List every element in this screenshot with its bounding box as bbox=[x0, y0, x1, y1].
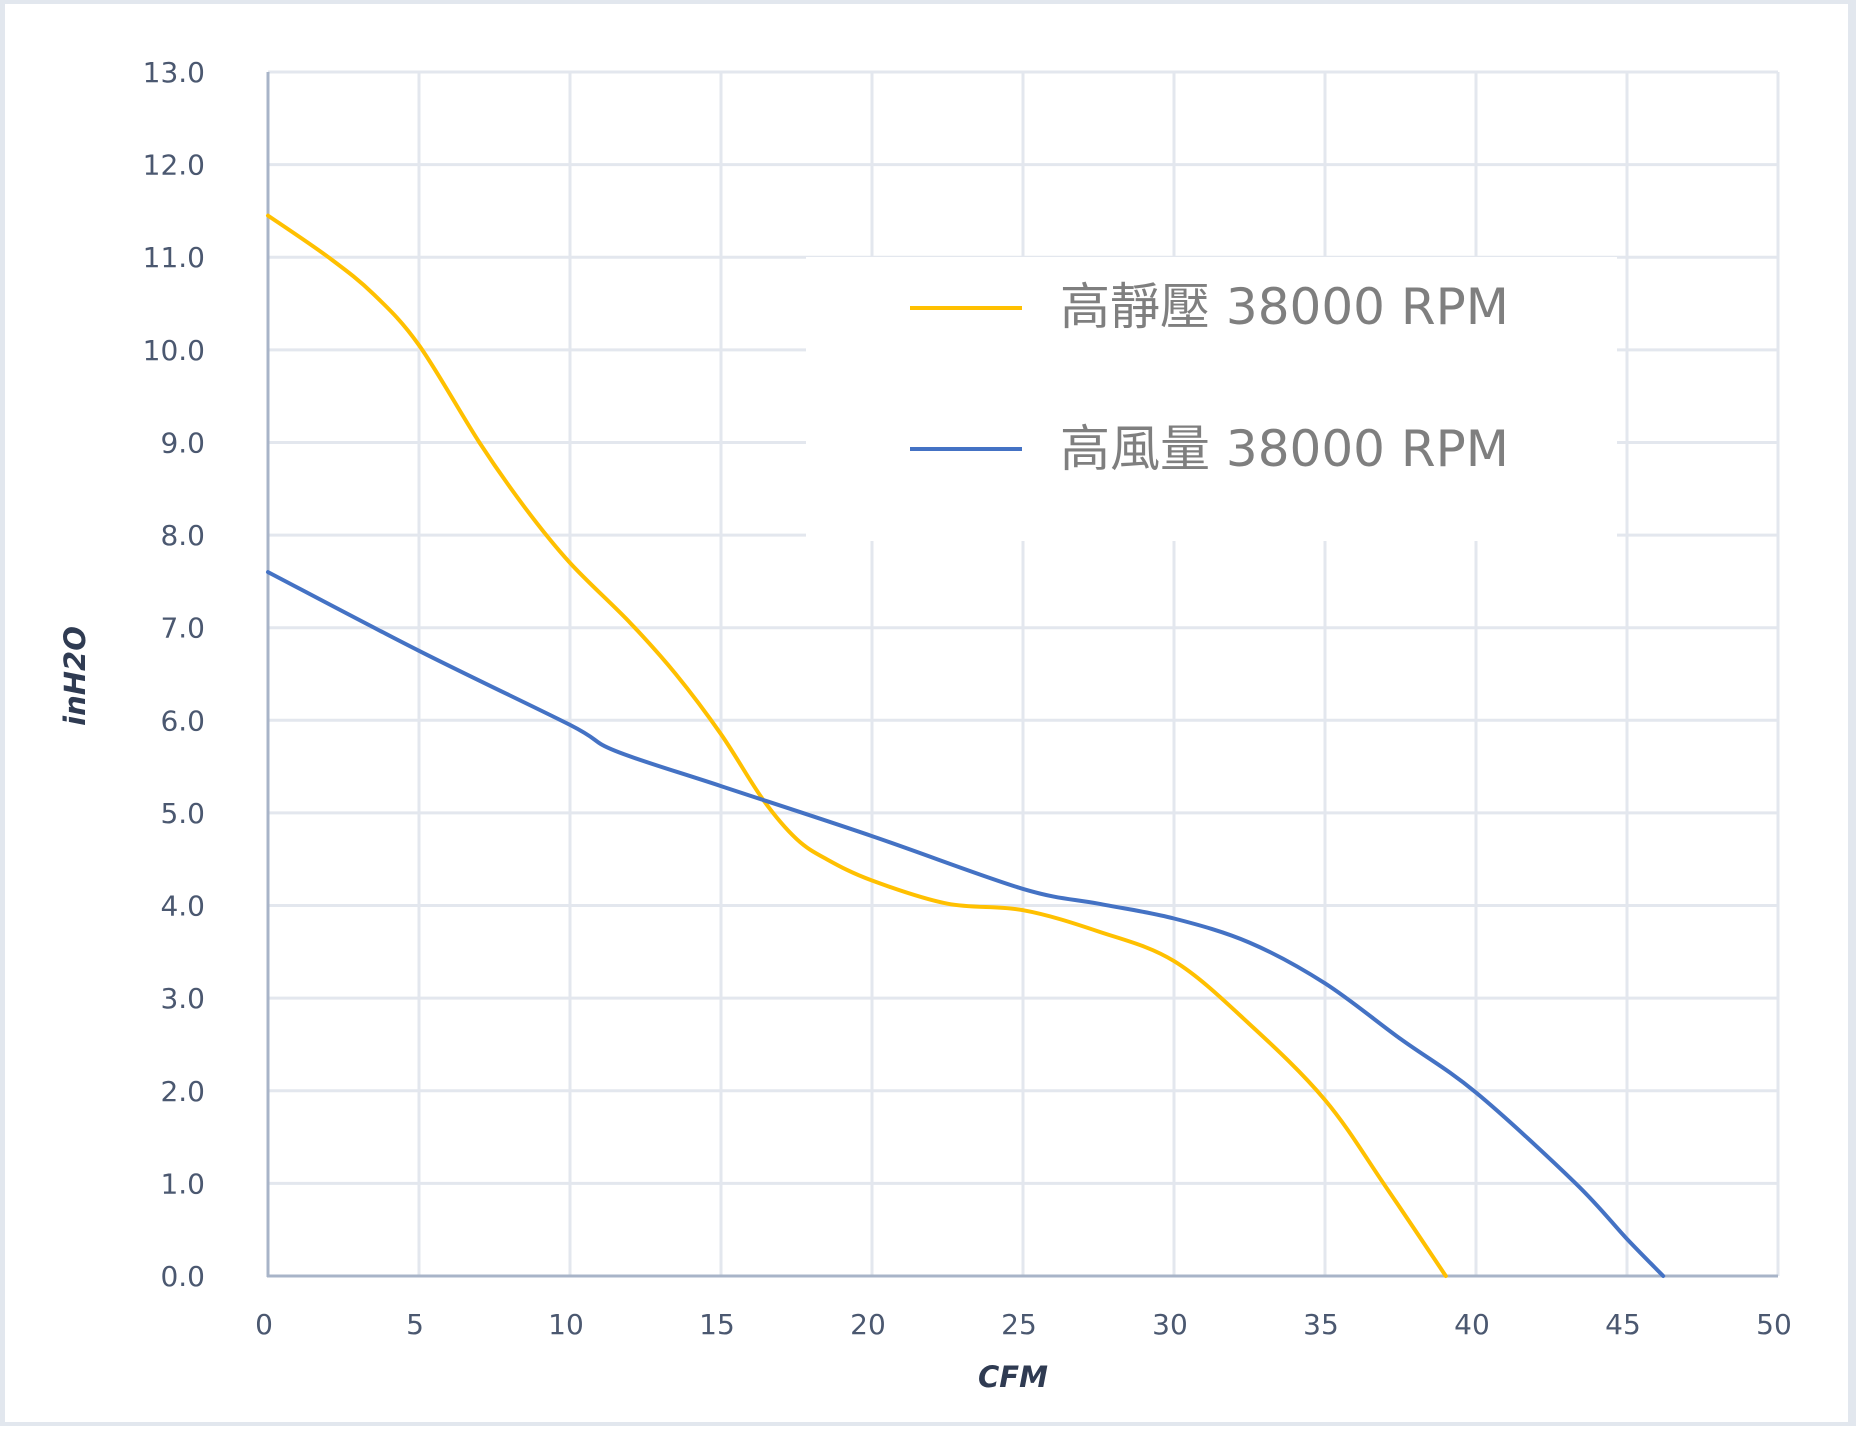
grid-lines bbox=[268, 70, 1780, 1276]
y-axis-title: inH2O bbox=[58, 626, 92, 726]
x-tick-label: 10 bbox=[548, 1308, 584, 1341]
y-tick-label: 8.0 bbox=[160, 519, 205, 552]
x-tick-label: 0 bbox=[255, 1308, 273, 1341]
y-axis-ticks: 0.0 1.0 2.0 3.0 4.0 5.0 6.0 7.0 8.0 9.0 10.0 11.0 12… bbox=[143, 56, 205, 1293]
series-line-high-static-pressure bbox=[266, 213, 1448, 1278]
y-tick-label: 0.0 bbox=[160, 1260, 205, 1293]
y-tick-label: 2.0 bbox=[160, 1075, 205, 1108]
legend: 高靜壓 38000 RPM 高風量 38000 RPM bbox=[806, 257, 1617, 541]
y-tick-label: 13.0 bbox=[143, 56, 205, 89]
x-tick-label: 30 bbox=[1152, 1308, 1188, 1341]
y-tick-label: 12.0 bbox=[143, 149, 205, 182]
y-tick-label: 7.0 bbox=[160, 612, 205, 645]
y-tick-label: 6.0 bbox=[160, 704, 205, 737]
x-tick-label: 20 bbox=[850, 1308, 886, 1341]
x-tick-label: 50 bbox=[1756, 1308, 1792, 1341]
y-tick-label: 10.0 bbox=[143, 334, 205, 367]
data-series bbox=[266, 213, 1666, 1278]
y-tick-label: 3.0 bbox=[160, 982, 205, 1015]
series-line-high-airflow bbox=[266, 570, 1666, 1278]
x-tick-label: 15 bbox=[699, 1308, 735, 1341]
x-tick-label: 35 bbox=[1303, 1308, 1339, 1341]
legend-label-high-airflow: 高風量 38000 RPM bbox=[1060, 420, 1509, 478]
axes bbox=[266, 72, 1778, 1278]
y-tick-label: 9.0 bbox=[160, 426, 205, 459]
x-axis-ticks: 0 5 10 15 20 25 30 35 40 45 50 bbox=[255, 1308, 1792, 1341]
y-tick-label: 1.0 bbox=[160, 1167, 205, 1200]
y-tick-label: 11.0 bbox=[143, 241, 205, 274]
x-tick-label: 5 bbox=[406, 1308, 424, 1341]
x-axis-title: CFM bbox=[978, 1360, 1048, 1394]
legend-background bbox=[806, 257, 1617, 541]
y-tick-label: 5.0 bbox=[160, 797, 205, 830]
x-tick-label: 40 bbox=[1454, 1308, 1490, 1341]
legend-label-high-static-pressure: 高靜壓 38000 RPM bbox=[1060, 278, 1509, 336]
y-tick-label: 4.0 bbox=[160, 890, 205, 923]
x-tick-label: 25 bbox=[1001, 1308, 1037, 1341]
x-tick-label: 45 bbox=[1605, 1308, 1641, 1341]
fan-performance-chart: 0.0 1.0 2.0 3.0 4.0 5.0 6.0 7.0 8.0 9.0 10.0 11.0 12… bbox=[58, 56, 1792, 1394]
